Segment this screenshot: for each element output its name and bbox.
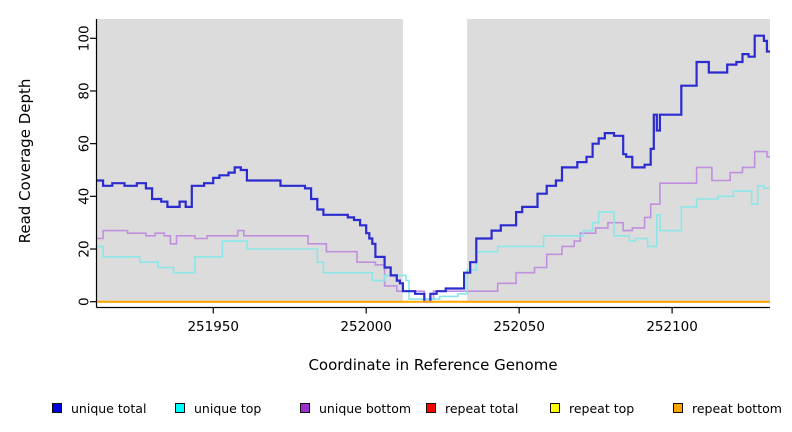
legend-label: repeat top: [569, 400, 635, 416]
y-tick-label: 40: [77, 188, 93, 205]
legend-swatch-icon: [673, 403, 683, 413]
chart-legend: unique total unique top unique bottom repea…: [0, 398, 792, 420]
y-axis-title: Read Coverage Depth: [16, 79, 34, 244]
x-tick-label: 252100: [646, 319, 698, 335]
legend-item-repeat-bottom: repeat bottom: [673, 398, 782, 418]
legend-label: unique total: [71, 400, 147, 416]
legend-label: repeat bottom: [692, 400, 782, 416]
legend-label: unique bottom: [319, 400, 412, 416]
y-tick-label: 60: [77, 135, 93, 152]
y-tick-label: 80: [77, 82, 93, 99]
x-tick-label: 252000: [340, 319, 392, 335]
coverage-gap-region: [402, 19, 468, 303]
series-unique-top: [97, 185, 770, 300]
y-tick-label: 20: [77, 240, 93, 257]
legend-swatch-icon: [426, 403, 436, 413]
x-tick-label: 252050: [493, 319, 545, 335]
y-tick-label: 100: [77, 25, 93, 51]
legend-item-unique-total: unique total: [52, 398, 146, 418]
legend-swatch-icon: [52, 403, 62, 413]
legend-label: unique top: [194, 400, 262, 416]
legend-swatch-icon: [550, 403, 560, 413]
legend-item-repeat-total: repeat total: [426, 398, 518, 418]
legend-item-repeat-top: repeat top: [550, 398, 634, 418]
x-tick-label: 251950: [187, 319, 239, 335]
legend-swatch-icon: [300, 403, 310, 413]
series-unique-bottom: [97, 150, 770, 300]
legend-item-unique-top: unique top: [175, 398, 261, 418]
legend-swatch-icon: [175, 403, 185, 413]
legend-label: repeat total: [445, 400, 519, 416]
y-tick-label: 0: [77, 297, 93, 306]
x-axis-title: Coordinate in Reference Genome: [308, 356, 557, 374]
legend-item-unique-bottom: unique bottom: [300, 398, 411, 418]
